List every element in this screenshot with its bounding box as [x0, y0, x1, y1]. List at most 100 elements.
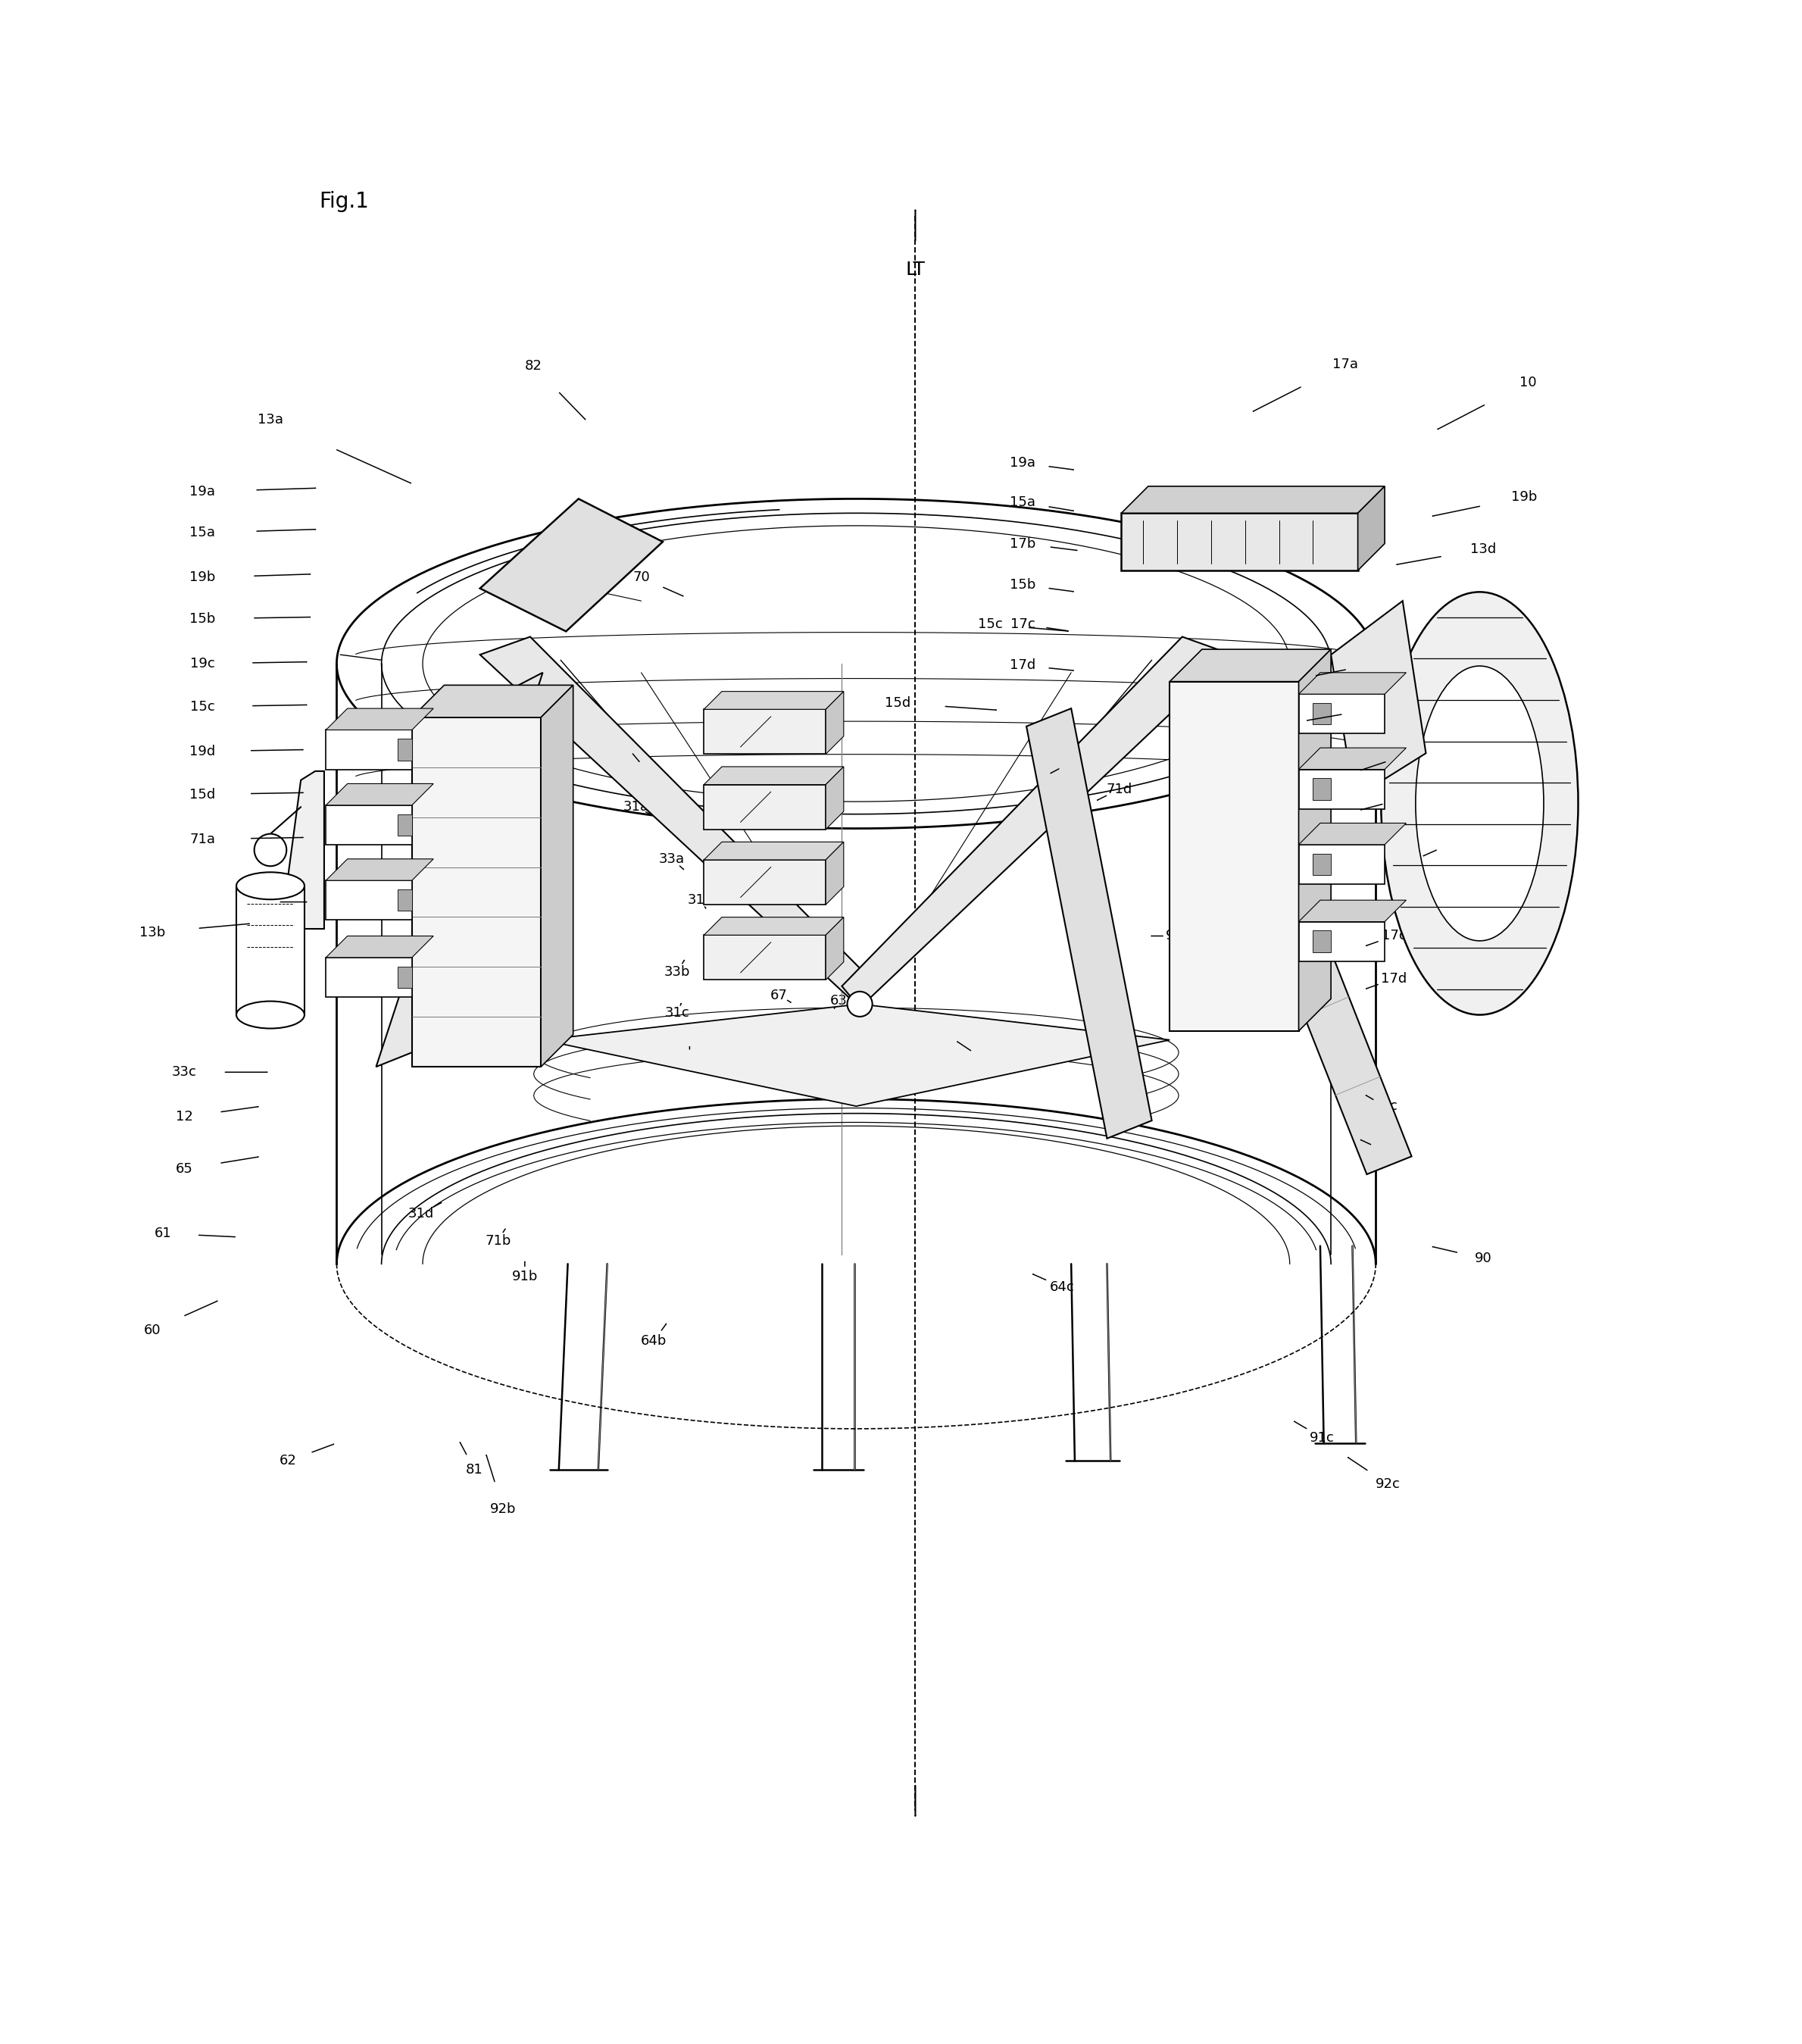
Text: 71d: 71d: [1106, 783, 1132, 795]
Text: 17b: 17b: [1393, 791, 1420, 805]
Text: 63: 63: [829, 993, 847, 1008]
Text: 15c: 15c: [189, 699, 214, 713]
Text: 91a: 91a: [240, 895, 265, 910]
Text: 13c: 13c: [1373, 1100, 1397, 1114]
Text: 92b: 92b: [490, 1502, 517, 1517]
Polygon shape: [1314, 930, 1332, 953]
Polygon shape: [398, 967, 413, 987]
Polygon shape: [1359, 486, 1384, 570]
Polygon shape: [705, 918, 843, 934]
Polygon shape: [705, 934, 825, 979]
Polygon shape: [236, 885, 305, 1014]
Text: 17a: 17a: [1332, 358, 1359, 372]
Text: 30: 30: [1443, 836, 1461, 850]
Polygon shape: [326, 783, 434, 805]
Polygon shape: [398, 738, 413, 760]
Text: 15c: 15c: [978, 617, 1004, 632]
Polygon shape: [1027, 709, 1151, 1139]
Polygon shape: [1314, 854, 1332, 875]
Polygon shape: [398, 889, 413, 912]
Text: 82: 82: [524, 360, 542, 372]
Text: 90: 90: [1474, 1251, 1492, 1265]
Polygon shape: [413, 685, 573, 717]
Ellipse shape: [1416, 666, 1544, 940]
Text: 62: 62: [279, 1453, 297, 1468]
Polygon shape: [326, 881, 413, 920]
Polygon shape: [825, 918, 843, 979]
Polygon shape: [1299, 844, 1384, 885]
Polygon shape: [1299, 748, 1406, 769]
Text: 17d: 17d: [1380, 973, 1407, 985]
Text: 64a: 64a: [611, 736, 636, 750]
Text: LT: LT: [906, 260, 924, 278]
Text: 71a: 71a: [189, 832, 214, 846]
Polygon shape: [705, 709, 825, 754]
Polygon shape: [1121, 513, 1359, 570]
Text: 13b: 13b: [139, 926, 166, 940]
Text: 15d: 15d: [885, 697, 910, 709]
Polygon shape: [1169, 650, 1332, 681]
Polygon shape: [377, 672, 542, 1067]
Text: 91b: 91b: [512, 1269, 537, 1284]
Text: 60: 60: [978, 1055, 995, 1069]
Text: 19b: 19b: [1512, 491, 1537, 503]
Text: 71c: 71c: [1373, 1145, 1397, 1157]
Text: 61: 61: [155, 1226, 171, 1241]
Text: 15a: 15a: [189, 525, 214, 540]
Polygon shape: [1332, 601, 1425, 797]
Polygon shape: [705, 861, 825, 905]
Polygon shape: [705, 785, 825, 830]
Polygon shape: [326, 730, 413, 769]
Text: 65: 65: [177, 1163, 193, 1175]
Text: 92c: 92c: [1377, 1478, 1400, 1492]
Polygon shape: [825, 691, 843, 754]
Text: 31c: 31c: [665, 1006, 690, 1020]
Polygon shape: [705, 766, 843, 785]
Text: 19b: 19b: [189, 570, 216, 585]
Text: 67: 67: [771, 989, 787, 1002]
Text: 33b: 33b: [663, 965, 690, 979]
Text: 15b: 15b: [1009, 578, 1036, 591]
Polygon shape: [1299, 899, 1406, 922]
Polygon shape: [479, 638, 878, 1008]
Polygon shape: [326, 957, 413, 997]
Text: 19d: 19d: [189, 744, 214, 758]
Ellipse shape: [254, 834, 287, 867]
Text: 17c: 17c: [1011, 617, 1034, 632]
Text: 17c: 17c: [1382, 930, 1406, 942]
Text: 13a: 13a: [258, 413, 283, 427]
Text: 19d: 19d: [1362, 701, 1389, 715]
Text: 13d: 13d: [1470, 542, 1496, 556]
Polygon shape: [1299, 769, 1384, 809]
Polygon shape: [1299, 695, 1384, 734]
Text: 31b: 31b: [687, 893, 714, 908]
Text: 12: 12: [177, 1110, 193, 1124]
Text: 33c: 33c: [171, 1065, 196, 1079]
Polygon shape: [1299, 922, 1384, 961]
Text: 17d: 17d: [1009, 658, 1036, 672]
Ellipse shape: [847, 991, 872, 1016]
Text: 91d: 91d: [1166, 930, 1191, 942]
Polygon shape: [398, 814, 413, 836]
Text: 81: 81: [467, 1464, 483, 1476]
Polygon shape: [326, 936, 434, 957]
Polygon shape: [413, 717, 541, 1067]
Text: 15a: 15a: [1009, 495, 1036, 509]
Polygon shape: [825, 842, 843, 905]
Text: 33d: 33d: [676, 1051, 703, 1065]
Polygon shape: [1169, 681, 1299, 1030]
Ellipse shape: [236, 1002, 305, 1028]
Polygon shape: [326, 805, 413, 844]
Polygon shape: [825, 766, 843, 830]
Text: Fig.1: Fig.1: [319, 190, 369, 213]
Text: 91c: 91c: [1310, 1431, 1335, 1445]
Text: 64d: 64d: [1058, 756, 1085, 769]
Text: 64b: 64b: [642, 1335, 667, 1347]
Polygon shape: [1299, 650, 1332, 1030]
Text: 70: 70: [633, 570, 651, 585]
Polygon shape: [1121, 486, 1384, 513]
Text: 31d: 31d: [407, 1206, 434, 1220]
Text: 19c: 19c: [189, 656, 214, 670]
Text: 60: 60: [144, 1322, 160, 1337]
Text: 15d: 15d: [189, 787, 214, 801]
